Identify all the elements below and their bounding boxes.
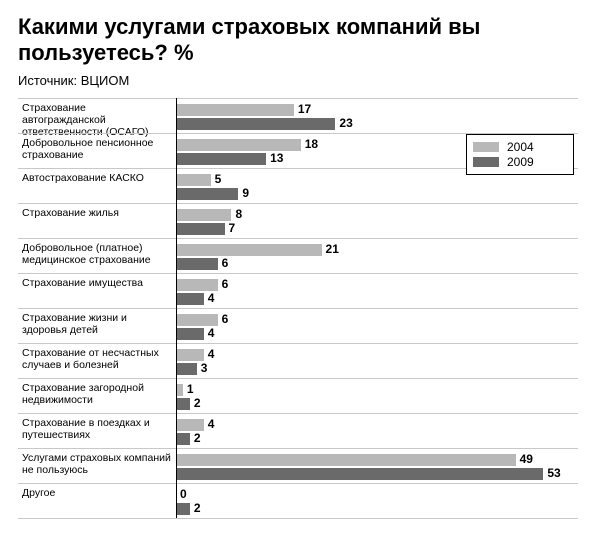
legend-label: 2004 (507, 140, 534, 154)
category-label: Другое (22, 487, 172, 499)
legend-swatch-2004 (473, 142, 499, 152)
legend-label: 2009 (507, 155, 534, 169)
category-label: Страхование в поездках и путешествиях (22, 417, 172, 441)
legend-item: 2004 (473, 140, 567, 154)
category-label: Страхование от несчастных случаев и боле… (22, 347, 172, 371)
chart-title: Какими услугами страховых компаний вы по… (18, 14, 582, 67)
legend-item: 2009 (473, 155, 567, 169)
category-label: Добровольное пенсионное страхование (22, 137, 172, 161)
legend: 2004 2009 (466, 134, 574, 175)
category-label: Страхование имущества (22, 277, 172, 289)
category-label: Страхование загородной недвижимости (22, 382, 172, 406)
category-label: Страхование жилья (22, 207, 172, 219)
category-label: Автострахование КАСКО (22, 172, 172, 184)
category-label: Услугами страховых компаний не пользуюсь (22, 452, 172, 476)
legend-swatch-2009 (473, 157, 499, 167)
category-label: Страхование жизни и здоровья детей (22, 312, 172, 336)
category-label: Добровольное (платное) медицинское страх… (22, 242, 172, 266)
chart-source: Источник: ВЦИОМ (18, 73, 582, 88)
